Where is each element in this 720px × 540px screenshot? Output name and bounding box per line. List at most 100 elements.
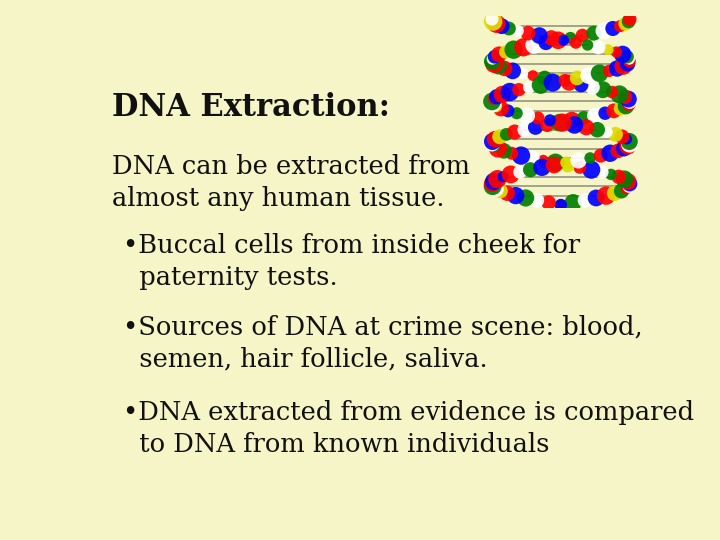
Point [490, 184, 501, 193]
Point [620, 102, 631, 111]
Point [613, 172, 624, 181]
Point [487, 55, 498, 63]
Point [549, 161, 560, 170]
Point [496, 22, 508, 30]
Point [562, 161, 573, 170]
Point [492, 175, 503, 184]
Point [577, 31, 588, 40]
Point [566, 116, 577, 125]
Point [572, 156, 584, 165]
Point [518, 125, 530, 134]
Point [487, 95, 499, 104]
Point [532, 113, 544, 122]
Point [526, 153, 537, 162]
Text: •Buccal cells from inside cheek for
  paternity tests.: •Buccal cells from inside cheek for pate… [124, 233, 580, 290]
Point [525, 165, 536, 174]
Point [512, 26, 523, 35]
Point [603, 66, 615, 75]
Point [503, 24, 515, 33]
Point [600, 191, 612, 200]
Point [624, 139, 636, 148]
Point [507, 66, 518, 75]
Point [510, 191, 521, 200]
Point [592, 125, 603, 134]
Point [486, 139, 498, 148]
Point [616, 132, 628, 141]
Point [488, 177, 500, 186]
Point [531, 196, 542, 205]
Point [608, 106, 619, 115]
Point [574, 163, 585, 172]
Point [503, 106, 514, 115]
Point [594, 69, 606, 78]
Point [544, 116, 556, 125]
Point [516, 151, 527, 160]
Point [580, 123, 592, 132]
Point [604, 149, 616, 158]
Point [590, 194, 602, 202]
Point [493, 50, 505, 59]
Point [624, 179, 636, 188]
Point [498, 146, 510, 155]
Point [551, 76, 562, 85]
Point [618, 62, 629, 71]
Point [543, 198, 554, 207]
Point [555, 201, 567, 210]
Point [588, 29, 600, 37]
Point [538, 156, 549, 165]
Point [597, 85, 608, 94]
Point [501, 189, 513, 198]
Point [598, 26, 610, 35]
Point [593, 43, 604, 52]
Point [494, 132, 505, 141]
Point [596, 168, 608, 177]
Point [530, 123, 541, 132]
Point [508, 45, 519, 54]
Point [514, 168, 526, 177]
Point [617, 50, 629, 59]
Point [623, 17, 634, 26]
Point [620, 19, 631, 28]
Point [623, 99, 634, 108]
Point [599, 109, 611, 118]
Point [488, 59, 500, 68]
Point [486, 179, 498, 188]
Point [570, 38, 582, 47]
Point [499, 64, 510, 73]
Point [498, 172, 509, 181]
Text: DNA can be extracted from
almost any human tissue.: DNA can be extracted from almost any hum… [112, 154, 470, 211]
Point [624, 55, 635, 63]
Point [585, 165, 597, 174]
Point [488, 142, 500, 151]
Point [546, 33, 557, 42]
Point [619, 92, 631, 101]
Point [606, 170, 617, 179]
Point [492, 62, 504, 71]
Point [621, 135, 632, 144]
Point [587, 83, 598, 92]
Point [522, 29, 534, 37]
Point [486, 97, 498, 106]
Point [621, 52, 633, 61]
Point [567, 198, 579, 207]
Point [603, 45, 614, 54]
Point [528, 40, 540, 49]
Point [520, 194, 531, 202]
Point [606, 87, 618, 96]
Point [487, 99, 499, 108]
Point [616, 187, 627, 195]
Point [527, 71, 539, 80]
Point [575, 80, 587, 89]
Point [557, 118, 568, 127]
Point [541, 120, 553, 129]
Point [624, 137, 635, 146]
Point [611, 64, 623, 73]
Point [549, 158, 561, 167]
Point [621, 184, 632, 193]
Point [489, 52, 500, 61]
Point [487, 182, 498, 191]
Point [624, 97, 636, 106]
Point [615, 104, 626, 113]
Point [497, 90, 508, 99]
Point [607, 24, 618, 33]
